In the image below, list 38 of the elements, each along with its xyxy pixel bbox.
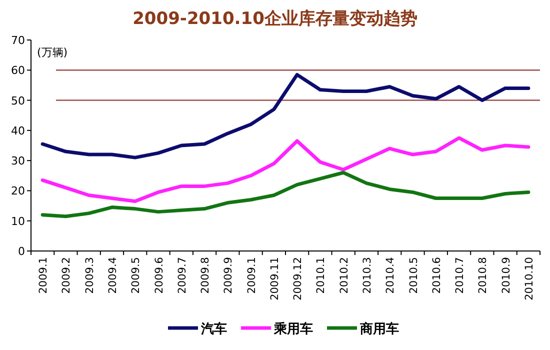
y-tick-label: 0 [18, 245, 25, 258]
y-axis-title: (万辆) [37, 46, 68, 59]
chart-title: 2009-2010.10企业库存量变动趋势 [132, 9, 418, 29]
x-tick-label: 2009.11 [268, 257, 281, 300]
x-tick-label: 2009.1 [38, 257, 50, 294]
x-tick-label: 2009.3 [84, 257, 96, 294]
x-tick-label: 2010.4 [384, 256, 397, 294]
y-tick-label: 20 [11, 184, 25, 198]
x-tick-label: 2009.7 [176, 257, 188, 294]
x-tick-label: 2010.9 [500, 257, 512, 294]
x-tick-label: 2009.4 [106, 256, 119, 294]
line-series [40, 72, 530, 160]
x-tick-label: 2010.3 [361, 257, 374, 294]
y-tick-label: 10 [11, 214, 25, 228]
x-tick-label: 2009.2 [60, 257, 73, 294]
x-tick-label: 2009.12 [292, 257, 304, 300]
legend-label: 汽车 [200, 321, 227, 337]
x-tick-label: 2010.6 [430, 256, 443, 294]
y-tick-label: 60 [11, 64, 25, 78]
x-tick-label: 2009.5 [130, 257, 142, 294]
x-tick-label: 2010.5 [408, 257, 420, 294]
y-tick-label: 30 [11, 154, 25, 168]
x-tick-label: 2009.6 [153, 256, 166, 294]
x-tick-label: 2010.10 [523, 257, 536, 300]
x-tick-label: 2010.7 [454, 257, 466, 294]
x-tick-label: 2009.8 [200, 257, 212, 294]
y-tick-label: 40 [11, 124, 25, 138]
y-tick-label: 70 [11, 34, 25, 47]
x-tick-label: 2010.8 [477, 257, 490, 294]
legend-label: 乘用车 [273, 321, 313, 337]
legend-label: 商用车 [359, 321, 399, 337]
x-tick-label: 2010.1 [315, 257, 328, 294]
x-tick-label: 2009.1 [246, 257, 258, 294]
y-tick-label: 50 [11, 94, 25, 108]
line-series [40, 170, 530, 218]
x-tick-label: 2009.9 [222, 257, 235, 294]
x-tick-label: 2010.2 [338, 257, 350, 294]
line-series [40, 136, 530, 204]
